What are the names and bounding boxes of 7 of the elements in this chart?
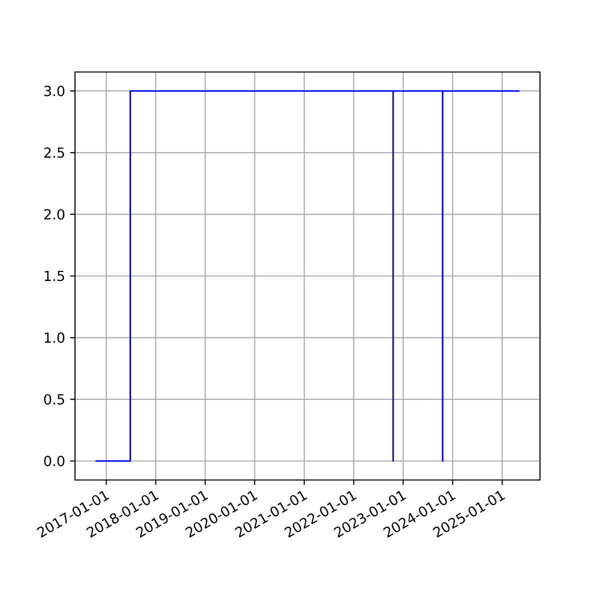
y-tick-label: 1.5 (44, 270, 64, 282)
y-tick-label: 1.0 (44, 332, 64, 343)
y-tick-label: 0.0 (44, 456, 64, 466)
y-tick-label: 0.5 (44, 394, 64, 405)
y-tick-label: 2.0 (44, 209, 64, 220)
y-tick-label: 3.0 (44, 86, 64, 96)
y-tick-label: 2.5 (44, 147, 64, 158)
